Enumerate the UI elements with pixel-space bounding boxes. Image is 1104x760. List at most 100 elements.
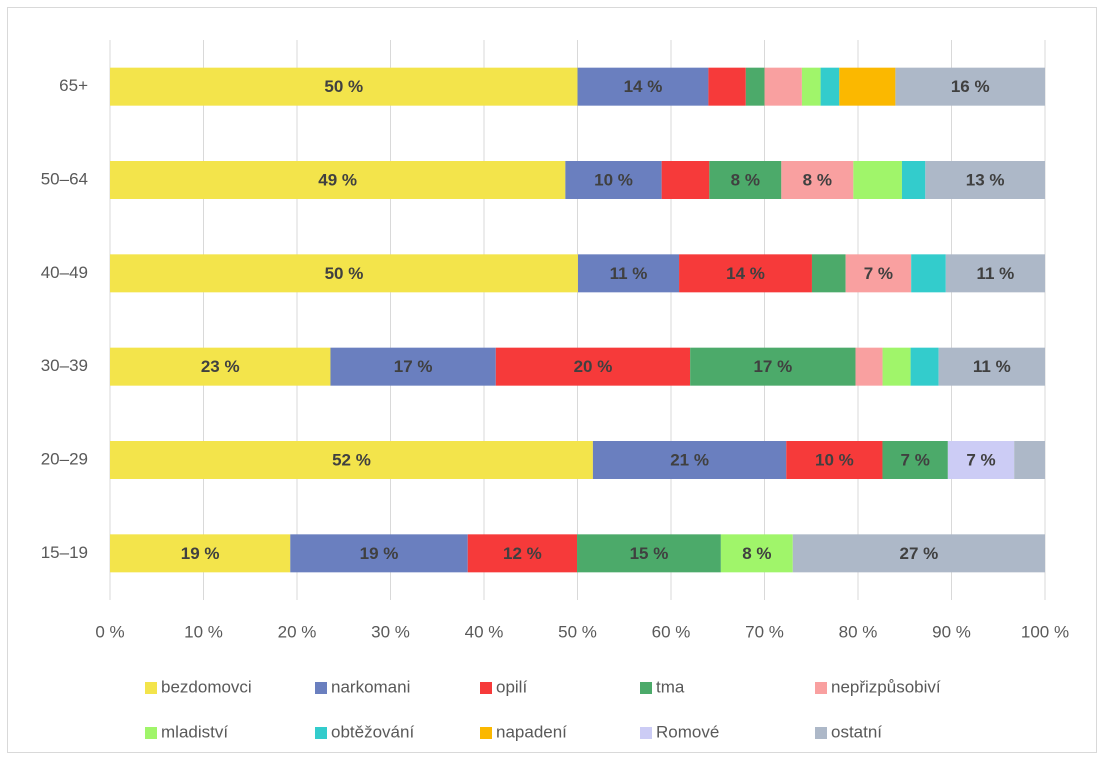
bar-segment [708, 67, 746, 106]
x-tick-label: 20 % [278, 622, 317, 641]
bar-segment [577, 254, 680, 293]
legend-swatch [815, 727, 827, 739]
value-label: 8 % [803, 170, 832, 189]
value-label: 11 % [973, 357, 1011, 376]
x-tick-label: 50 % [558, 622, 597, 641]
bar-segment [820, 67, 840, 106]
value-label: 50 % [325, 264, 364, 283]
y-tick-label: 20–29 [41, 449, 88, 468]
bar-segment [792, 534, 1045, 573]
value-label: 21 % [670, 450, 709, 469]
value-label: 23 % [201, 357, 240, 376]
x-tick-label: 10 % [184, 622, 223, 641]
bar-segment [839, 67, 896, 106]
legend-label: opilí [496, 677, 527, 696]
bar-segment [855, 347, 883, 386]
x-tick-label: 30 % [371, 622, 410, 641]
bar-segment [110, 347, 331, 386]
legend-swatch [480, 682, 492, 694]
value-label: 20 % [574, 357, 613, 376]
bar-segment [938, 347, 1045, 386]
x-tick-label: 90 % [932, 622, 971, 641]
value-label: 7 % [864, 264, 893, 283]
value-label: 8 % [731, 170, 760, 189]
value-label: 16 % [951, 77, 990, 96]
bar-segment [467, 534, 578, 573]
x-tick-label: 100 % [1021, 622, 1069, 641]
value-label: 14 % [624, 77, 663, 96]
legend-label: Romové [656, 722, 719, 741]
legend-label: napadení [496, 722, 567, 741]
value-label: 17 % [394, 357, 433, 376]
value-label: 10 % [594, 170, 633, 189]
bar-segment [853, 161, 902, 199]
bar-segment [945, 254, 1045, 293]
bar-segment [110, 441, 593, 479]
bar-segment [720, 534, 793, 573]
value-label: 19 % [360, 544, 399, 563]
x-tick-label: 0 % [95, 622, 124, 641]
y-tick-label: 65+ [59, 76, 88, 95]
value-label: 8 % [742, 544, 771, 563]
bar-segment [895, 67, 1045, 106]
legend-label: ostatní [831, 722, 882, 741]
value-label: 11 % [976, 264, 1014, 283]
value-label: 49 % [318, 170, 357, 189]
value-label: 11 % [610, 264, 648, 283]
legend-label: narkomani [331, 677, 410, 696]
legend-label: obtěžování [331, 722, 414, 741]
bar-segment [577, 534, 721, 573]
value-label: 12 % [503, 544, 542, 563]
bar-segment [110, 161, 566, 199]
value-label: 50 % [324, 77, 363, 96]
legend-swatch [315, 682, 327, 694]
bar-segment [786, 441, 883, 479]
bar-segment [801, 67, 821, 106]
legend-label: mladiství [161, 722, 228, 741]
y-tick-label: 40–49 [41, 263, 88, 282]
value-label: 27 % [900, 544, 939, 563]
bar-segment [845, 254, 912, 293]
bar-segment [577, 67, 709, 106]
value-label: 13 % [966, 170, 1005, 189]
legend-label: tma [656, 677, 685, 696]
legend-swatch [815, 682, 827, 694]
bar-segment [910, 347, 939, 386]
bar-segment [811, 254, 846, 293]
value-label: 7 % [901, 450, 930, 469]
value-label: 17 % [753, 357, 792, 376]
value-label: 19 % [181, 544, 220, 563]
x-tick-label: 80 % [839, 622, 878, 641]
bar-segment [565, 161, 662, 199]
y-tick-label: 30–39 [41, 356, 88, 375]
x-tick-label: 60 % [652, 622, 691, 641]
x-tick-label: 40 % [465, 622, 504, 641]
value-label: 52 % [332, 450, 371, 469]
bar-segment [947, 441, 1015, 479]
value-label: 14 % [726, 264, 765, 283]
legend-swatch [640, 727, 652, 739]
bar-segment [882, 347, 911, 386]
bar-segment [925, 161, 1045, 199]
bar-segment [110, 534, 291, 573]
legend-label: bezdomovci [161, 677, 252, 696]
bar-segment [781, 161, 854, 199]
bar-segment [592, 441, 787, 479]
legend-swatch [315, 727, 327, 739]
legend-swatch [145, 682, 157, 694]
bar-segment [1014, 441, 1045, 479]
bar-segment [901, 161, 926, 199]
bar-segment [882, 441, 948, 479]
bar-segment [495, 347, 691, 386]
legend-swatch [480, 727, 492, 739]
value-label: 7 % [966, 450, 995, 469]
bar-segment [764, 67, 802, 106]
bar-segment [745, 67, 765, 106]
y-tick-label: 15–19 [41, 543, 88, 562]
legend-swatch [145, 727, 157, 739]
legend-swatch [640, 682, 652, 694]
value-label: 10 % [815, 450, 854, 469]
bar-segment [110, 254, 578, 293]
bar-segment [110, 67, 578, 106]
y-tick-label: 50–64 [41, 169, 88, 188]
